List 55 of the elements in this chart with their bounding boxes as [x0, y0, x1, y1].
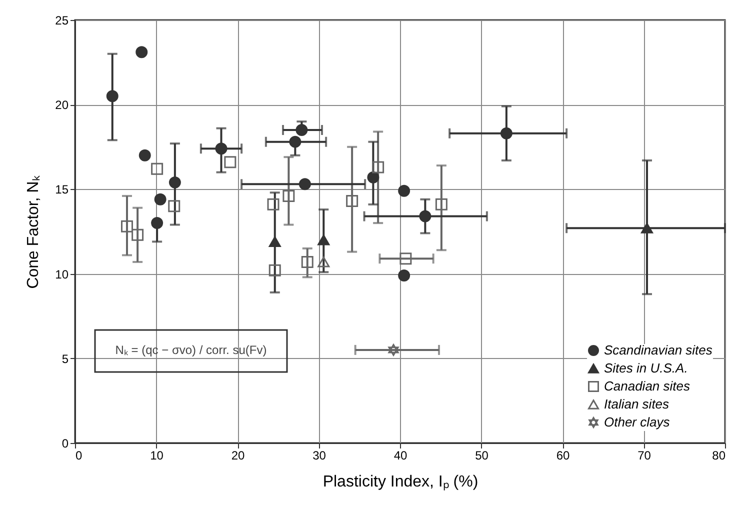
point — [268, 264, 281, 276]
point — [215, 142, 228, 155]
point — [301, 256, 314, 268]
point — [318, 234, 330, 246]
point — [154, 193, 166, 206]
point — [267, 198, 280, 210]
point — [132, 228, 144, 241]
x-tick-label: 30 — [312, 448, 326, 462]
y-tick-label: 0 — [62, 436, 69, 450]
point — [268, 236, 281, 247]
point — [296, 124, 308, 136]
point — [138, 149, 151, 162]
point — [136, 46, 148, 58]
point — [398, 184, 410, 197]
point — [372, 161, 384, 174]
x-tick-label: 20 — [231, 448, 245, 462]
x-axis-title: Plasticity Index, Iₚ (%) — [322, 474, 478, 490]
point — [151, 217, 164, 230]
legend-label: Italian sites — [604, 396, 670, 412]
point — [168, 200, 180, 212]
legend-label: Other clays — [604, 414, 670, 430]
point — [367, 171, 380, 184]
point — [168, 176, 181, 188]
point — [398, 270, 410, 282]
y-tick-label: 25 — [55, 14, 69, 28]
point — [435, 198, 448, 210]
y-tick-label: 20 — [55, 98, 69, 112]
point — [298, 178, 311, 190]
point — [106, 90, 118, 102]
y-axis-title: Cone Factor, Nₖ — [25, 175, 42, 289]
point — [500, 127, 512, 140]
y-tick-label: 15 — [55, 182, 69, 197]
x-tick-label: 0 — [76, 448, 82, 462]
point — [641, 222, 653, 234]
point — [224, 156, 236, 168]
point — [282, 190, 295, 202]
point — [289, 136, 302, 148]
point — [400, 252, 412, 265]
point — [346, 195, 358, 208]
y-tick-label: 10 — [55, 267, 69, 282]
x-tick-label: 10 — [150, 448, 164, 462]
x-tick-label: 50 — [475, 448, 489, 462]
point — [419, 210, 432, 222]
x-tick-label: 80 — [712, 448, 726, 462]
point — [318, 256, 330, 268]
legend-label: Canadian sites — [604, 378, 690, 394]
legend-label: Sites in U.S.A. — [604, 360, 688, 376]
point — [121, 220, 133, 232]
x-tick-label: 40 — [394, 448, 408, 462]
point — [388, 344, 399, 356]
y-tick-label: 5 — [62, 352, 69, 366]
x-tick-label: 70 — [638, 448, 652, 462]
legend-label: Scandinavian sites — [604, 342, 713, 358]
point — [151, 162, 164, 175]
x-tick-label: 60 — [556, 448, 570, 462]
